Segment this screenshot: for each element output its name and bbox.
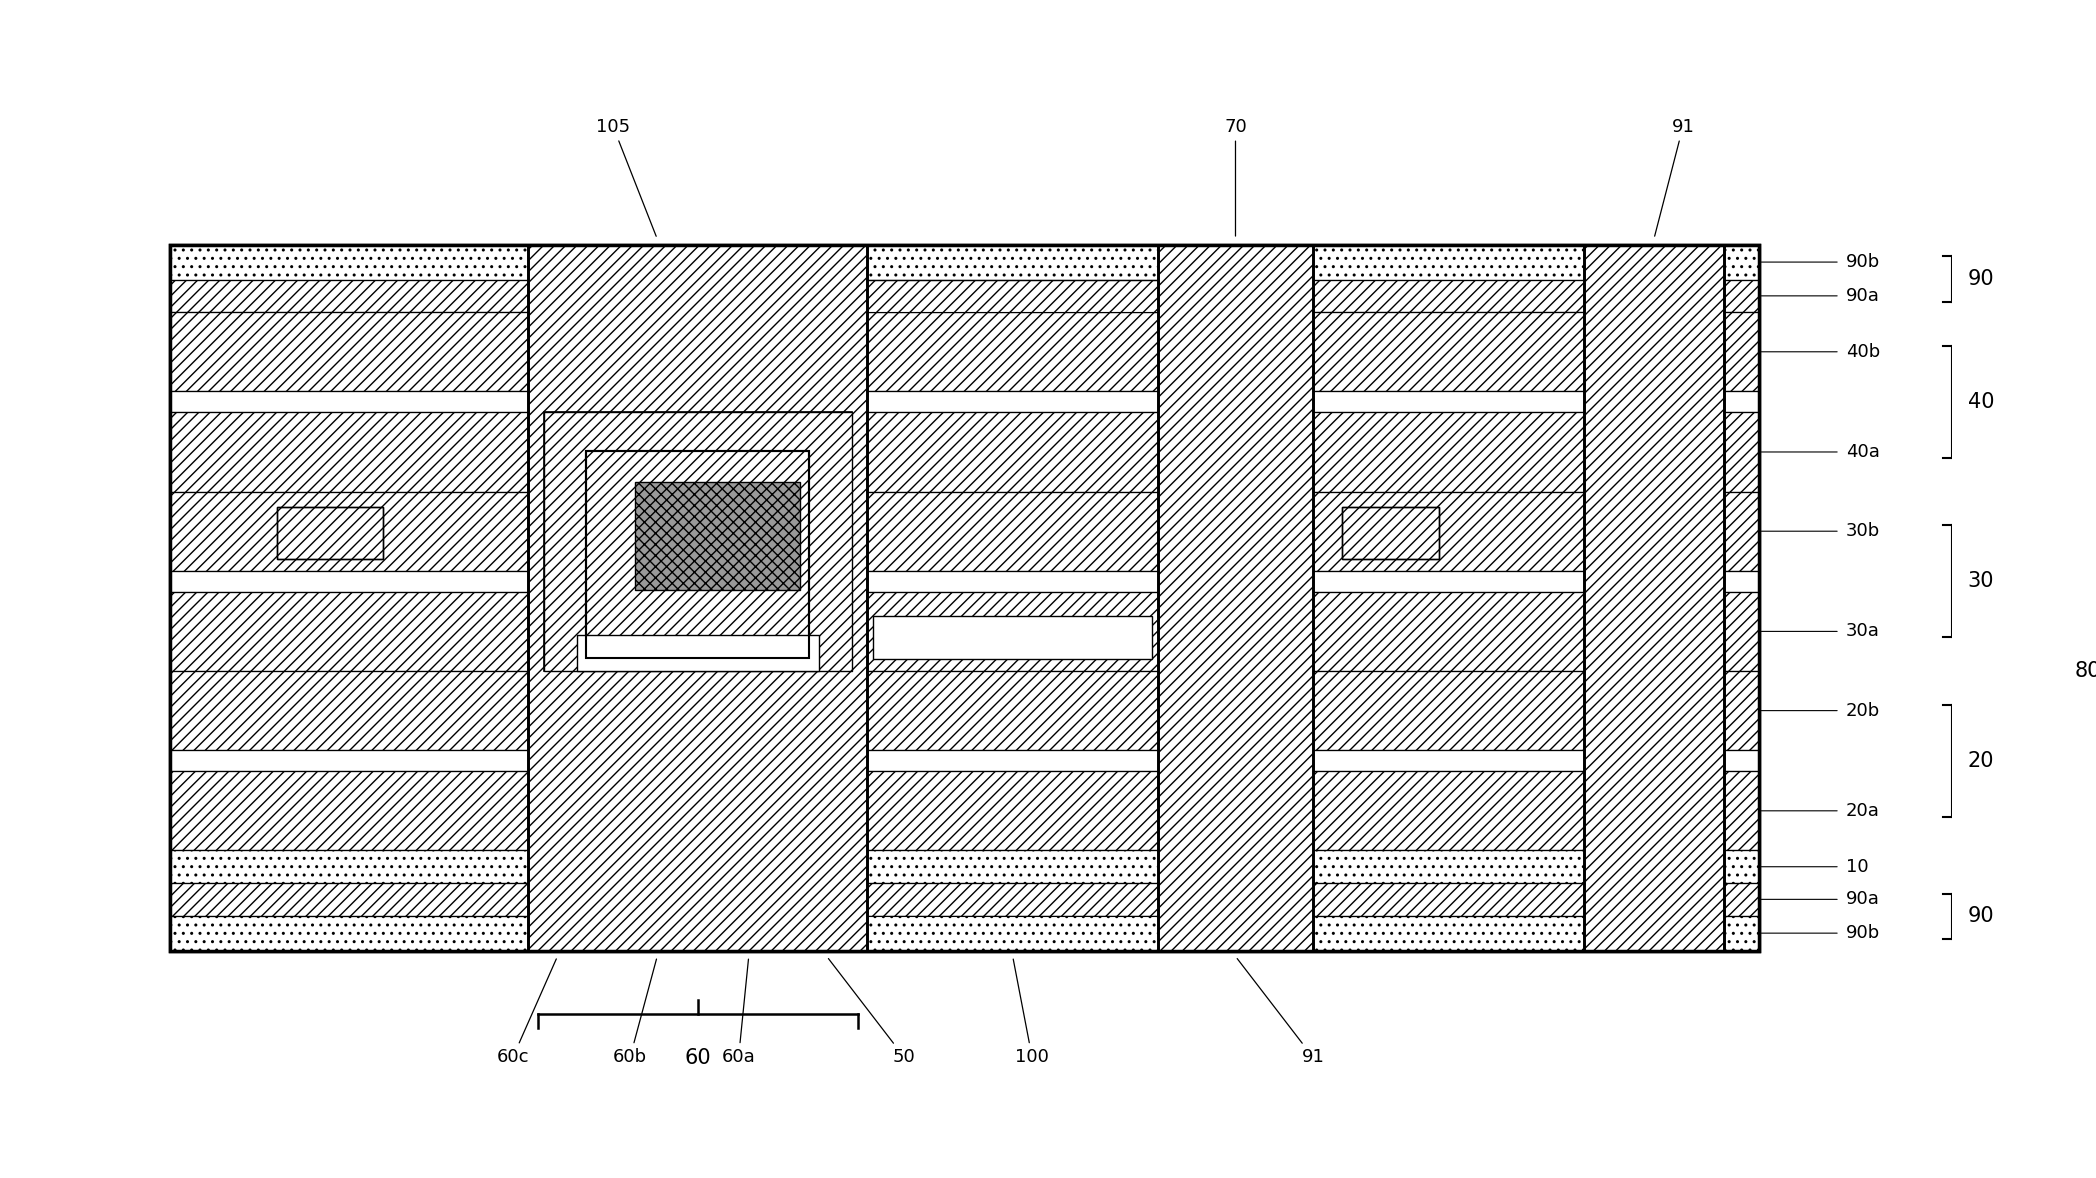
Text: 60a: 60a — [721, 959, 755, 1066]
Bar — [170, 412, 1759, 491]
Bar — [170, 772, 1759, 851]
Bar — [170, 851, 1759, 884]
Text: 91: 91 — [1654, 118, 1694, 236]
Text: 90: 90 — [1968, 906, 1995, 926]
Bar — [170, 750, 1759, 772]
Bar — [528, 245, 868, 951]
Bar — [1341, 508, 1440, 558]
Text: 90b: 90b — [1847, 253, 1880, 271]
Bar — [543, 412, 851, 671]
Bar — [528, 915, 1312, 951]
Text: 70: 70 — [1224, 118, 1247, 236]
Text: 30: 30 — [1968, 571, 1993, 591]
Text: 90: 90 — [1968, 269, 1995, 289]
Text: 90a: 90a — [1847, 287, 1880, 305]
Text: 40: 40 — [1968, 392, 1993, 412]
Bar — [170, 884, 1759, 915]
Bar — [170, 391, 1759, 412]
Text: 60: 60 — [685, 1048, 711, 1068]
Bar — [170, 279, 1759, 312]
Bar — [587, 451, 809, 659]
Bar — [576, 635, 820, 671]
Text: 30a: 30a — [1847, 622, 1880, 641]
Bar — [528, 245, 868, 951]
Bar — [170, 491, 1759, 571]
Bar — [528, 279, 1312, 312]
Bar — [170, 245, 1759, 951]
Bar — [1341, 508, 1440, 558]
Bar — [1157, 245, 1312, 951]
Text: 10: 10 — [1847, 858, 1868, 875]
Bar — [170, 915, 1759, 951]
Text: 50: 50 — [828, 959, 916, 1066]
Text: 30b: 30b — [1847, 522, 1880, 541]
Bar — [528, 245, 1312, 279]
Text: 40a: 40a — [1847, 443, 1880, 461]
Text: 90b: 90b — [1847, 925, 1880, 942]
Text: 60b: 60b — [612, 959, 656, 1066]
Bar — [1157, 245, 1312, 951]
Bar — [170, 671, 1759, 750]
Text: 90a: 90a — [1847, 891, 1880, 908]
Bar — [587, 451, 809, 659]
Bar — [635, 482, 799, 590]
Text: 20: 20 — [1968, 750, 1993, 770]
Bar — [1585, 245, 1723, 951]
Bar — [528, 245, 1312, 279]
Text: 105: 105 — [595, 118, 656, 237]
Text: 80: 80 — [2075, 661, 2096, 681]
Bar — [170, 245, 1759, 279]
Bar — [543, 412, 851, 671]
Bar — [874, 616, 1153, 660]
Bar — [170, 571, 1759, 591]
Text: 40b: 40b — [1847, 343, 1880, 360]
Bar — [170, 591, 1759, 671]
Bar — [587, 451, 809, 659]
Bar — [277, 508, 384, 558]
Text: 20a: 20a — [1847, 802, 1880, 820]
Bar — [170, 312, 1759, 391]
Text: 20b: 20b — [1847, 702, 1880, 720]
Text: 60c: 60c — [497, 959, 555, 1066]
Bar — [170, 245, 1759, 951]
Text: 100: 100 — [1012, 959, 1048, 1066]
Bar — [1585, 245, 1723, 951]
Text: 91: 91 — [1237, 959, 1325, 1066]
Bar — [277, 508, 384, 558]
